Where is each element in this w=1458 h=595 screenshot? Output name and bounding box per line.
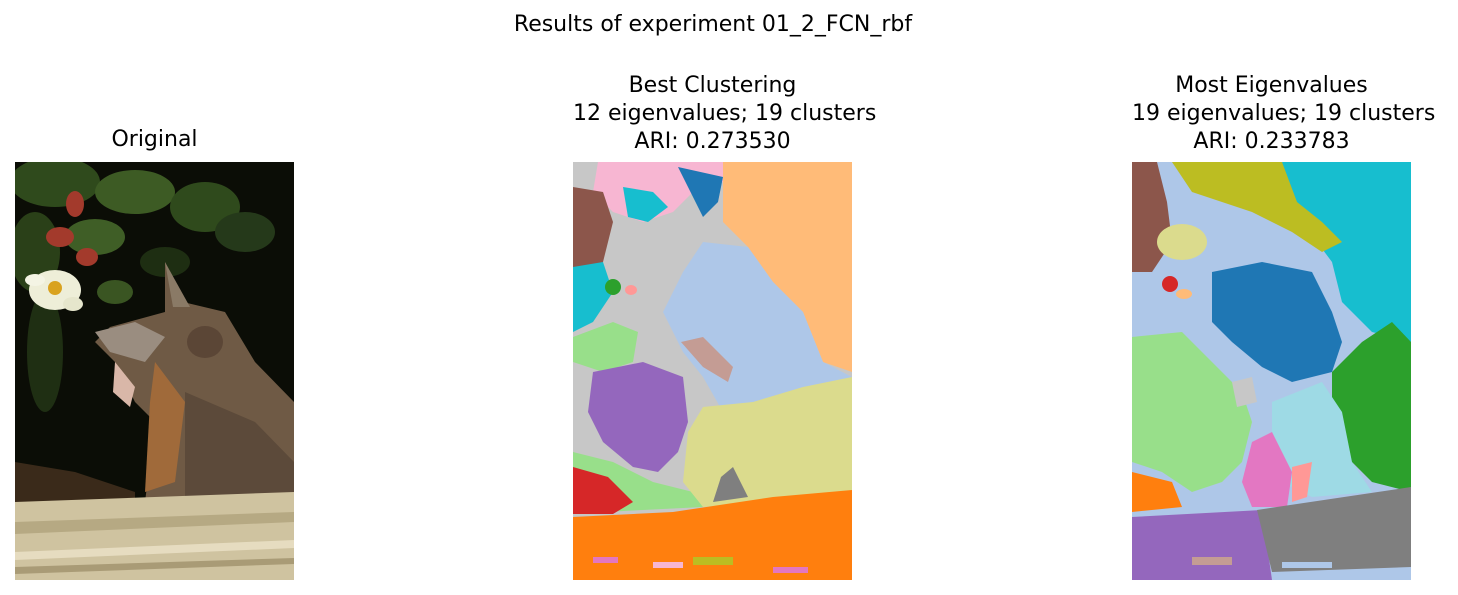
- panel-title-line: Most Eigenvalues: [1175, 73, 1368, 98]
- panel-title-most-eigenvalues: Most Eigenvalues 19 eigenvalues; 19 clus…: [1132, 72, 1436, 156]
- original-photo: [15, 162, 294, 580]
- fox: [95, 262, 294, 502]
- panel-title-line: ARI: 0.273530: [634, 129, 791, 154]
- panel-title-line: Original: [111, 127, 198, 152]
- panel-title-line: 12 eigenvalues; 19 clusters: [573, 101, 877, 126]
- daisy-flower: [25, 270, 83, 311]
- panel-title-line: Best Clustering: [628, 73, 797, 98]
- figure-suptitle: Results of experiment 01_2_FCN_rbf: [513, 12, 913, 37]
- best-clustering-segmentation: [573, 162, 852, 580]
- most-eigenvalues-segmentation: [1132, 162, 1411, 580]
- red-flowers: [46, 191, 98, 266]
- panel-title-line: ARI: 0.233783: [1193, 129, 1350, 154]
- panel-title-line: 19 eigenvalues; 19 clusters: [1132, 101, 1436, 126]
- panel-title-best-clustering: Best Clustering 12 eigenvalues; 19 clust…: [573, 72, 877, 156]
- panel-title-original: Original: [15, 126, 294, 154]
- log: [15, 492, 294, 580]
